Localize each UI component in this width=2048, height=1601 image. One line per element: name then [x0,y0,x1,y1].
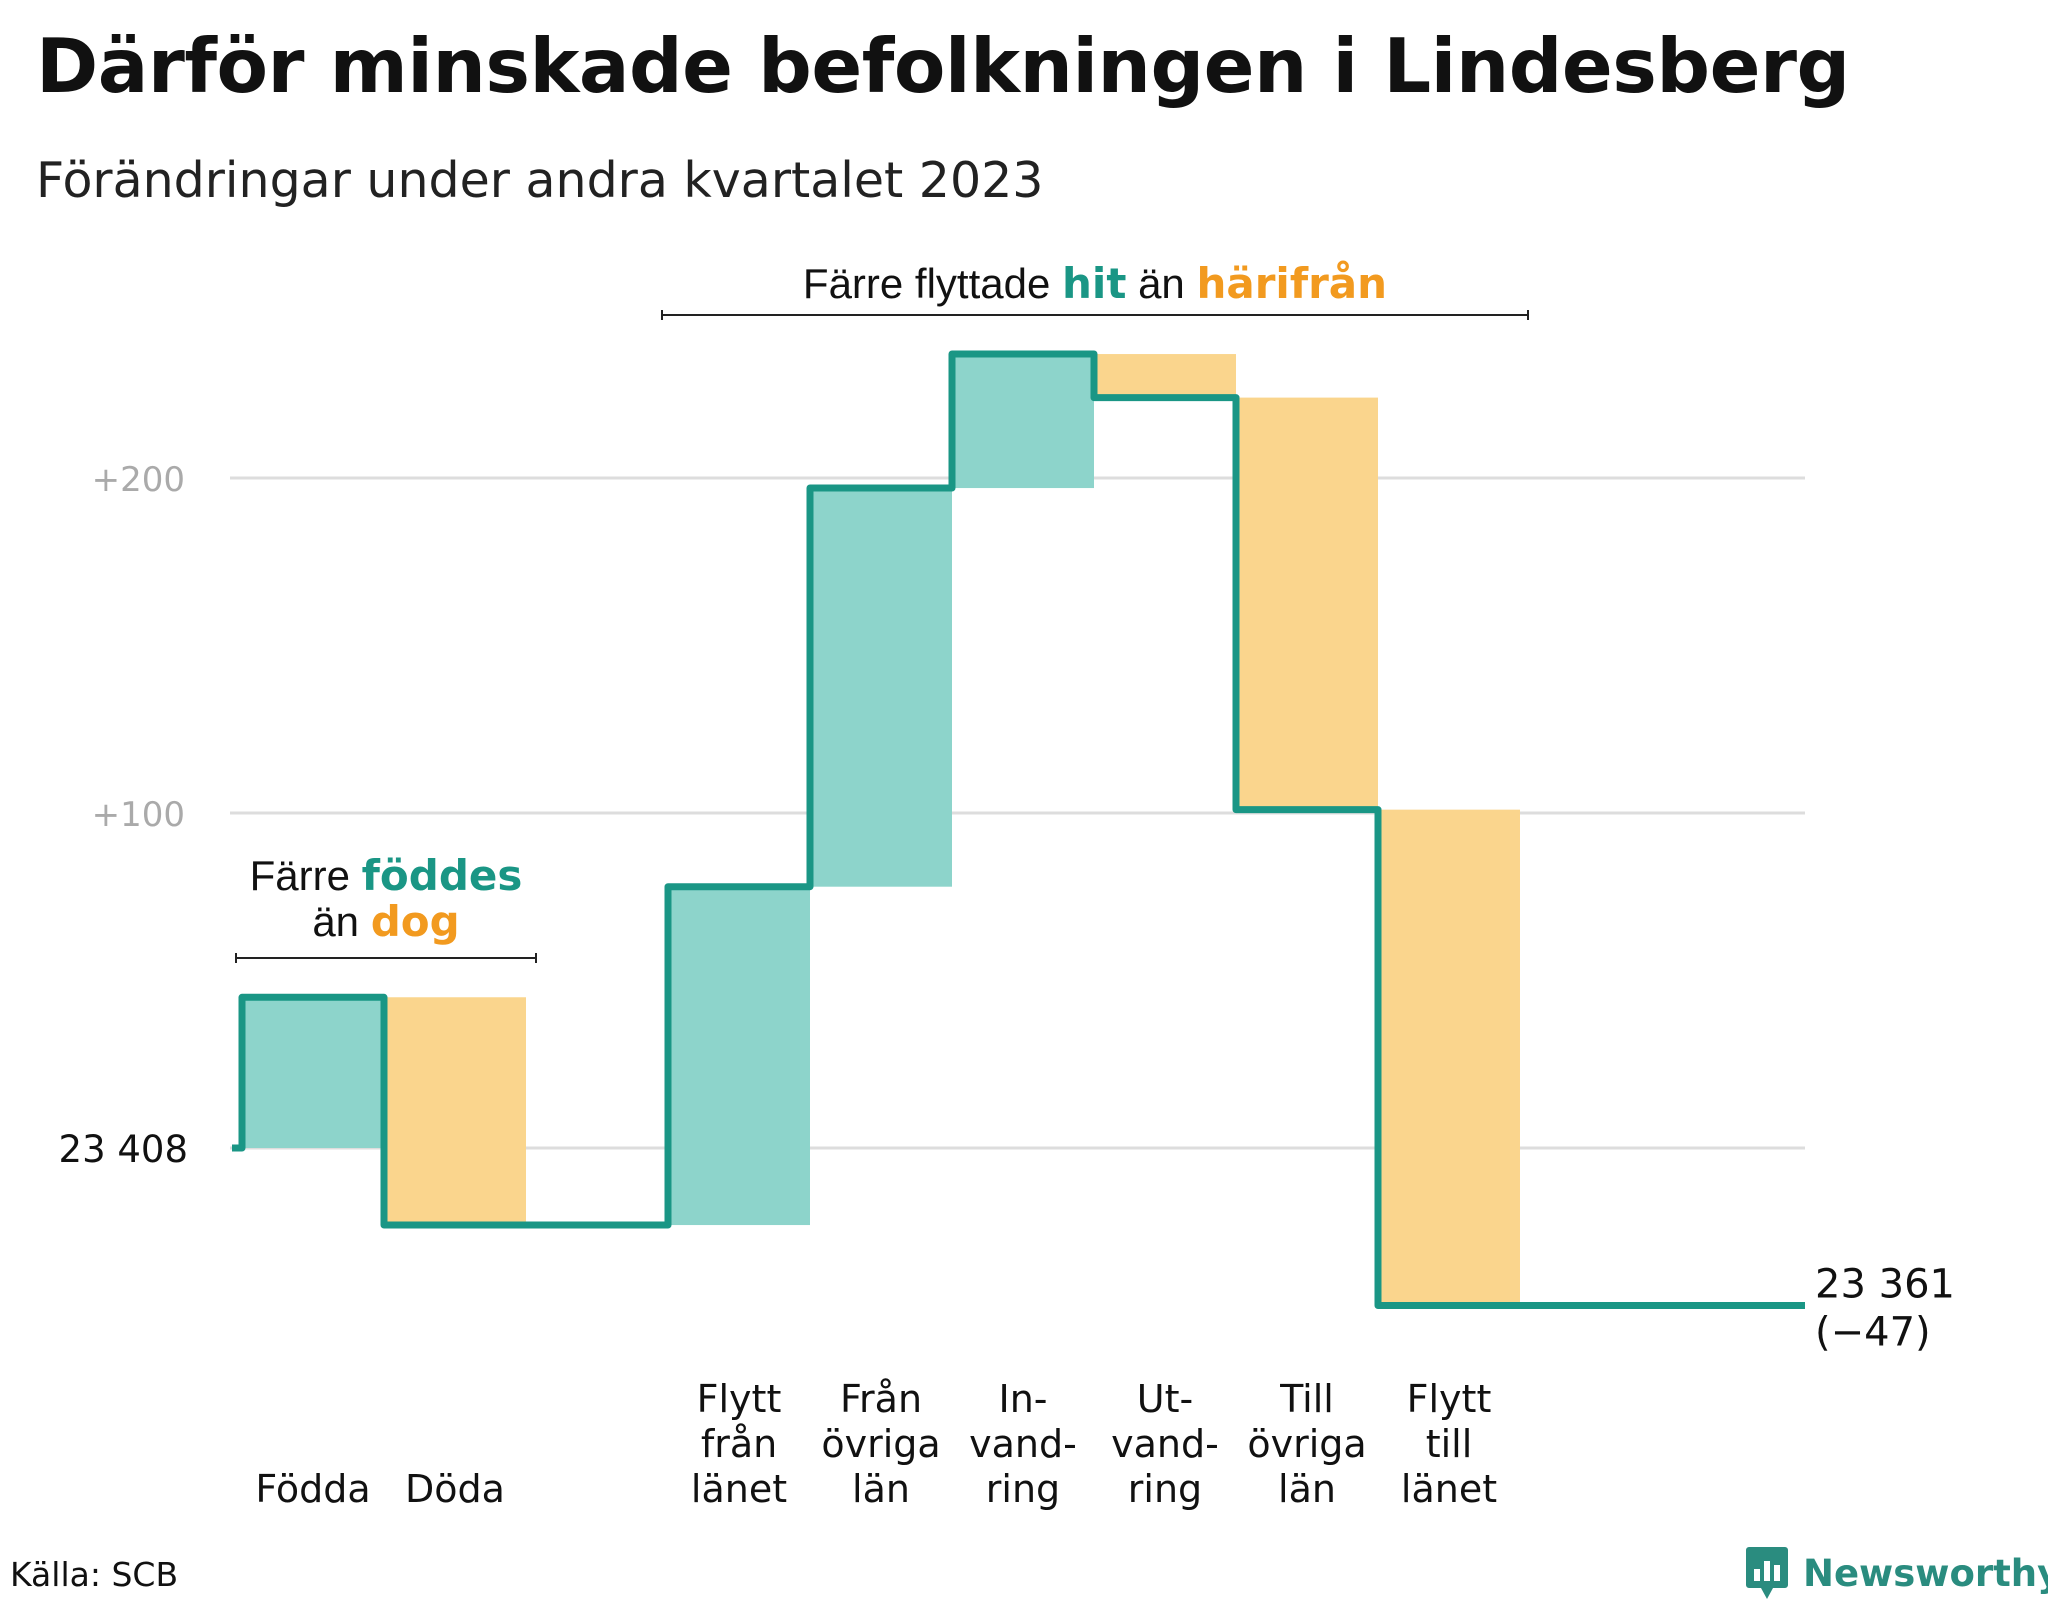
bar-födda [242,997,384,1148]
bar-döda [384,997,526,1226]
x-category-label: vand- [1111,1422,1219,1466]
x-category-label: ring [1128,1467,1202,1511]
x-category-label: län [1278,1467,1336,1511]
x-category-label: Döda [405,1467,505,1511]
births-annotation-line1: Färre föddes [250,851,523,900]
x-category-label: Från [840,1377,922,1421]
x-category-label: Till [1279,1377,1334,1421]
brand-logo: Newsworthy [1745,1545,2048,1601]
x-category-label: länet [691,1467,787,1511]
source-note: Källa: SCB [10,1555,179,1594]
moves-annotation: Färre flyttade hit än härifrån [803,259,1387,308]
x-category-label: län [852,1467,910,1511]
brand-name: Newsworthy [1803,1551,2048,1595]
bar-layer [242,354,1520,1306]
x-category-label: In- [998,1377,1047,1421]
line-layer [232,350,1805,1309]
chart-subtitle: Förändringar under andra kvartalet 2023 [36,152,1044,209]
x-category-label: till [1426,1422,1473,1466]
bar-från-övriga-län [810,488,952,887]
x-category-label: vand- [969,1422,1077,1466]
x-category-label: övriga [1247,1422,1366,1466]
y-tick-label: +200 [92,460,185,500]
bar-till-övriga-län [1236,397,1378,810]
births-annotation-line2: än dog [312,897,459,946]
cumulative-step-line [232,350,1805,1309]
x-category-label: Flytt [1407,1377,1492,1421]
end-value-label: 23 361 [1815,1261,1955,1307]
x-category-label: Flytt [697,1377,782,1421]
x-category-label: övriga [821,1422,940,1466]
x-category-label: länet [1401,1467,1497,1511]
y-tick-label: +100 [92,795,185,835]
x-category-label: Ut- [1137,1377,1193,1421]
x-category-label: Födda [255,1467,370,1511]
bar-ut-vandring [1094,354,1236,398]
bar-flytt-från-länet [668,886,810,1226]
x-category-label: från [701,1422,777,1466]
end-change-label: (−47) [1815,1309,1931,1355]
bar-flytt-till-länet [1378,809,1520,1306]
chart-title: Därför minskade befolkningen i Lindesber… [36,22,1850,110]
x-category-label: ring [986,1467,1060,1511]
start-value-label: 23 408 [59,1128,188,1171]
bar-in-vandring [952,354,1094,489]
bar-chart-icon [1746,1547,1788,1599]
